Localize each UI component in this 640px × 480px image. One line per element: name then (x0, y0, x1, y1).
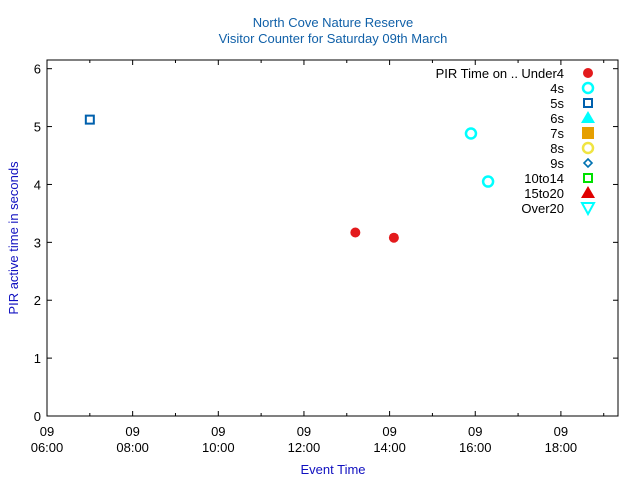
data-point (464, 127, 478, 140)
y-tick-label: 3 (34, 235, 41, 250)
data-point (350, 227, 361, 238)
plot-area (46, 59, 619, 417)
x-tick-label: 09 (40, 424, 54, 439)
plot-border (46, 59, 619, 417)
data-points (84, 114, 495, 243)
legend-label: 15to20 (524, 186, 564, 201)
x-tick-label: 09 (125, 424, 139, 439)
legend-label: 5s (550, 96, 564, 111)
legend-marker (583, 173, 593, 183)
data-point (481, 175, 495, 188)
legend-label: 8s (550, 141, 564, 156)
legend-label: 4s (550, 81, 564, 96)
y-axis-label: PIR active time in seconds (6, 161, 21, 315)
legend-title: PIR Time on .. (436, 66, 518, 81)
legend-label: Over20 (521, 201, 564, 216)
chart-subtitle: Visitor Counter for Saturday 09th March (219, 31, 448, 46)
y-tick-label: 0 (34, 409, 41, 424)
y-tick-label: 6 (34, 62, 41, 77)
x-tick-label: 16:00 (459, 440, 492, 455)
legend-label: 9s (550, 156, 564, 171)
x-axis-label: Event Time (300, 462, 365, 477)
legend-marker (582, 157, 594, 169)
legend-marker (581, 111, 595, 123)
legend-marker (581, 141, 595, 155)
y-tick-label: 4 (34, 177, 41, 192)
data-point (84, 114, 95, 125)
x-tick-label: 09 (211, 424, 225, 439)
x-tick-label: 08:00 (116, 440, 149, 455)
legend-label: Under4 (521, 66, 564, 81)
y-tick-label: 1 (34, 351, 41, 366)
x-tick-label: 09 (468, 424, 482, 439)
legend-marker (583, 68, 593, 78)
legend-label: 6s (550, 111, 564, 126)
legend-marker (580, 202, 596, 217)
x-tick-label: 10:00 (202, 440, 235, 455)
legend-marker (581, 186, 595, 198)
x-tick-label: 14:00 (373, 440, 406, 455)
x-tick-label: 09 (297, 424, 311, 439)
legend-marker (583, 98, 593, 108)
x-tick-label: 06:00 (31, 440, 64, 455)
data-point (388, 232, 399, 243)
x-tick-label: 18:00 (545, 440, 578, 455)
legend-label: 10to14 (524, 171, 564, 186)
y-tick-label: 2 (34, 293, 41, 308)
y-tick-label: 5 (34, 120, 41, 135)
chart-title: North Cove Nature Reserve (253, 15, 413, 30)
x-tick-label: 09 (382, 424, 396, 439)
legend-marker (581, 81, 595, 95)
axis-ticks: 01234560906:000908:000910:000912:000914:… (31, 60, 618, 455)
legend-label: 7s (550, 126, 564, 141)
legend-marker (582, 127, 594, 139)
x-tick-label: 12:00 (288, 440, 321, 455)
x-tick-label: 09 (554, 424, 568, 439)
